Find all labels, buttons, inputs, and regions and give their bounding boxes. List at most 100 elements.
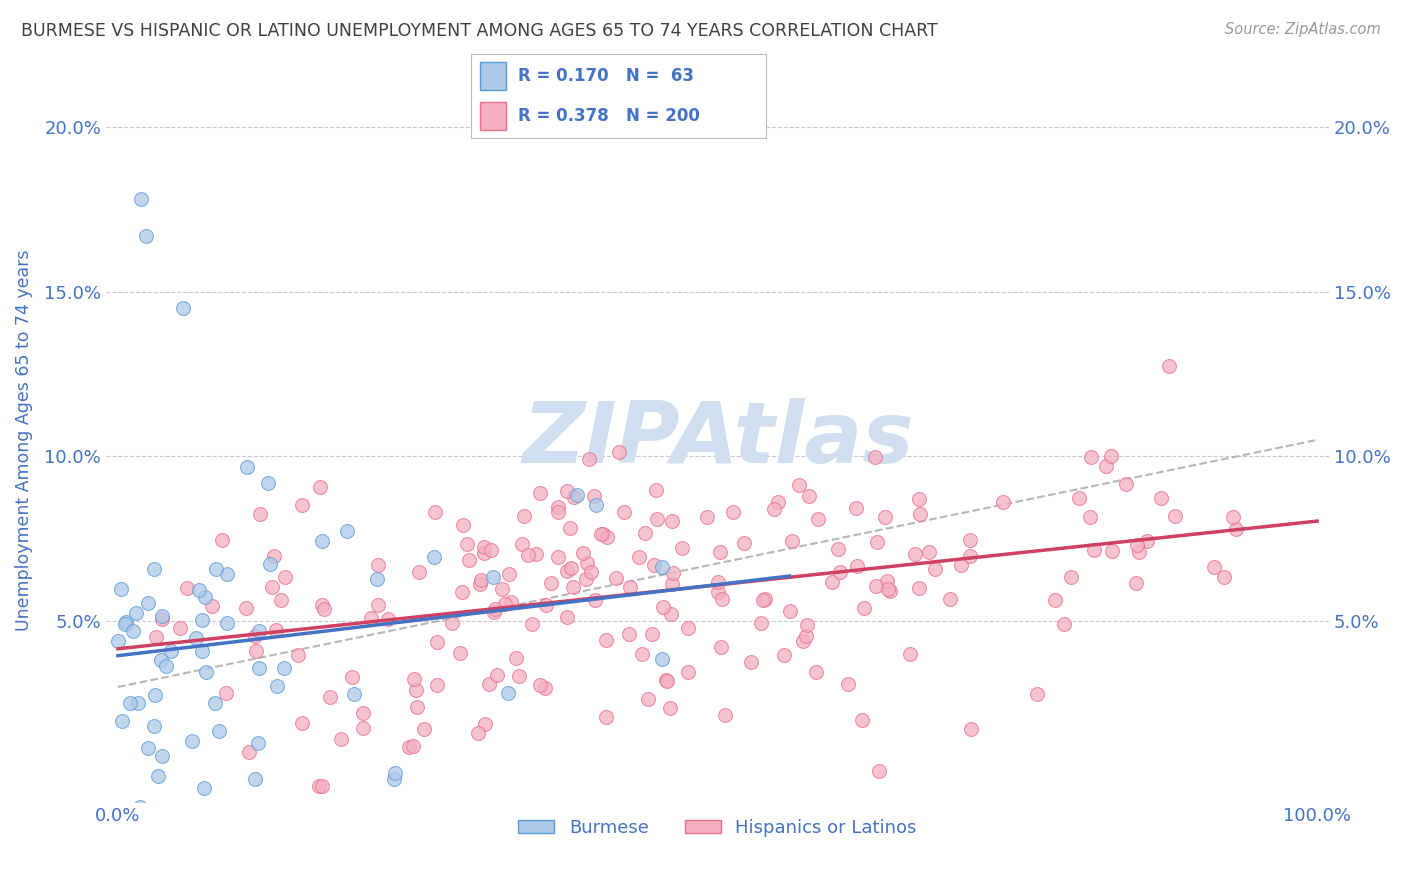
Point [779,604,801,618]
Point [710,640,733,654]
Point [671,541,693,555]
Point [651,560,673,574]
Point [191,613,214,627]
Point [198,812,221,826]
Point [634,526,657,541]
Point [1094,458,1116,473]
Point [1080,510,1102,524]
Point [1083,542,1105,557]
Point [751,593,773,607]
Point [425,678,447,692]
Point [474,717,496,731]
Point [118,696,141,710]
Point [534,599,557,613]
Point [150,612,173,626]
Point [534,681,557,695]
Point [557,564,579,578]
Point [851,713,873,727]
Point [263,549,285,563]
Point [215,615,238,630]
Point [353,706,375,721]
Point [924,562,946,576]
Point [754,592,776,607]
Point [505,651,527,665]
Y-axis label: Unemployment Among Ages 65 to 74 years: Unemployment Among Ages 65 to 74 years [15,249,32,631]
Point [201,599,224,614]
Point [1053,617,1076,632]
Point [150,608,173,623]
Point [645,483,668,497]
Point [908,508,931,522]
Point [821,575,844,590]
Point [516,548,538,562]
Point [651,652,673,666]
Point [1115,476,1137,491]
Point [662,566,685,580]
Point [796,629,818,643]
Point [441,615,464,630]
Point [249,507,271,521]
Point [491,582,513,596]
Point [235,601,257,615]
Point [360,610,382,624]
Point [270,592,292,607]
Point [456,537,478,551]
Point [367,598,389,612]
Point [180,734,202,748]
Point [143,562,166,576]
Point [510,536,533,550]
Point [875,510,897,524]
Point [596,531,619,545]
Point [876,582,898,596]
Point [453,518,475,533]
Point [472,541,495,555]
Point [129,192,152,206]
Point [520,616,543,631]
Point [266,680,288,694]
Point [605,570,627,584]
Point [467,726,489,740]
Point [484,601,506,615]
Point [991,494,1014,508]
Point [191,644,214,658]
Point [706,585,728,599]
Point [853,601,876,615]
Point [572,547,595,561]
Point [121,624,143,638]
Point [145,630,167,644]
Point [513,509,536,524]
Point [908,581,931,595]
Point [1101,544,1123,558]
Point [243,629,266,643]
Point [152,749,174,764]
Point [478,677,501,691]
Point [129,799,152,814]
Point [1043,592,1066,607]
Point [562,580,585,594]
Point [868,764,890,778]
Point [330,732,353,747]
Point [797,489,820,503]
Point [631,647,654,661]
Point [311,598,333,612]
Point [191,812,214,826]
Point [1067,491,1090,506]
Point [498,566,520,581]
Point [127,696,149,710]
Point [408,565,430,579]
Point [1149,491,1171,505]
Point [768,494,790,508]
Text: BURMESE VS HISPANIC OR LATINO UNEMPLOYMENT AMONG AGES 65 TO 74 YEARS CORRELATION: BURMESE VS HISPANIC OR LATINO UNEMPLOYME… [21,22,938,40]
Point [352,721,374,735]
Point [1213,570,1236,584]
Text: Source: ZipAtlas.com: Source: ZipAtlas.com [1225,22,1381,37]
Point [340,670,363,684]
Point [619,580,641,594]
Point [676,621,699,635]
Point [159,644,181,658]
Point [1125,575,1147,590]
Point [676,665,699,680]
Point [262,580,284,594]
Point [309,480,332,494]
Point [451,584,474,599]
